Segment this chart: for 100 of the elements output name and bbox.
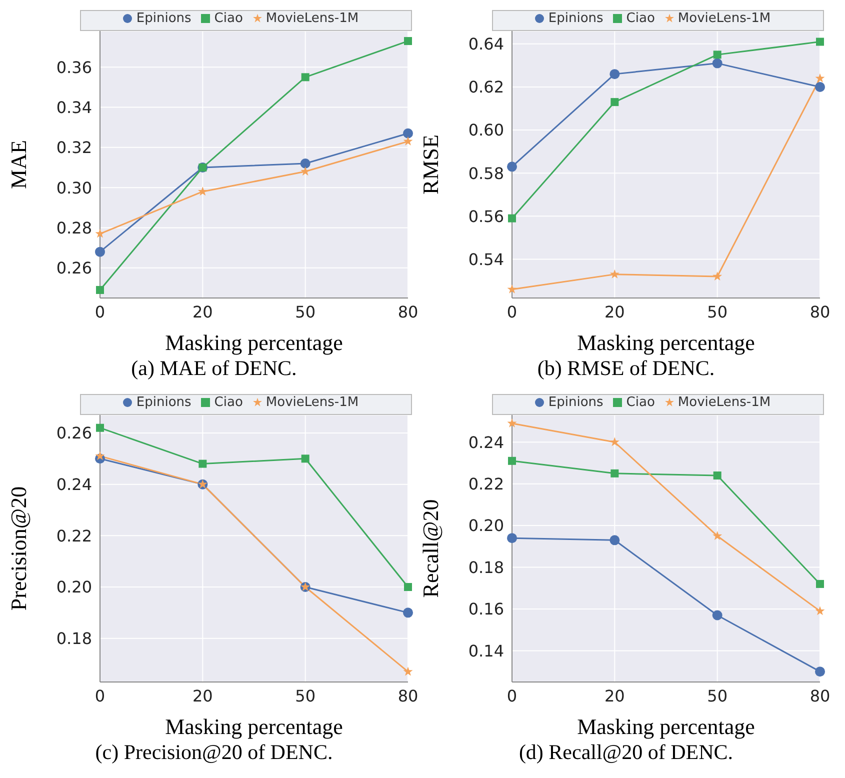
point (712, 610, 722, 620)
text: (b) RMSE of DENC. (536, 356, 716, 381)
y-tick-label: 0.30 (56, 178, 92, 198)
x-tick-label: 80 (810, 686, 830, 706)
y-tick-label: 0.14 (468, 641, 504, 660)
y-axis-title: Recall@20 (418, 499, 443, 598)
y-tick-label: 0.32 (56, 138, 92, 158)
y-tick-label: 0.62 (468, 78, 504, 97)
point (508, 456, 516, 465)
y-tick-label: 0.34 (56, 98, 92, 117)
legend-label: Epinions (548, 395, 604, 410)
legend-label: MovieLens-1M (266, 395, 359, 410)
x-axis-title: Masking percentage (165, 330, 343, 355)
point (403, 128, 413, 138)
x-tick-label: 0 (506, 686, 518, 706)
y-tick-label: 0.64 (468, 34, 504, 54)
point (610, 535, 620, 546)
y-tick-label: 0.26 (56, 424, 92, 443)
point (96, 286, 104, 294)
text: (a) MAE of DENC. (130, 356, 298, 381)
x-tick-label: 50 (707, 686, 728, 706)
y-tick-label: 0.28 (56, 218, 92, 238)
y-tick-label: 0.22 (56, 526, 92, 546)
y-tick-label: 0.56 (468, 206, 504, 226)
y-axis-title: MAE (6, 140, 31, 189)
point (610, 69, 620, 80)
text: (c) Precision@20 of DENC. (94, 740, 334, 765)
x-tick-label: 0 (94, 686, 106, 706)
point (815, 606, 825, 616)
y-tick-label: 0.16 (468, 600, 504, 619)
text: (d) Recall@20 of DENC. (518, 740, 734, 765)
y-axis-title: Precision@20 (6, 486, 31, 611)
x-tick-label: 0 (94, 302, 106, 322)
x-tick-label: 20 (604, 302, 625, 322)
y-tick-label: 0.18 (56, 629, 92, 648)
legend-label: Epinions (136, 395, 192, 410)
x-axis-title: Masking percentage (577, 714, 755, 739)
point (300, 158, 310, 168)
legend-label: MovieLens-1M (678, 395, 771, 410)
y-tick-label: 0.60 (468, 120, 504, 140)
y-tick-label: 0.36 (56, 58, 92, 77)
legend-label: Epinions (136, 11, 192, 26)
point (507, 533, 517, 544)
x-tick-label: 20 (192, 302, 213, 322)
point (712, 271, 722, 281)
point (95, 228, 105, 238)
point (301, 454, 310, 463)
point (816, 580, 824, 588)
point (507, 162, 517, 172)
point (507, 418, 517, 428)
legend-label: MovieLens-1M (266, 11, 359, 26)
point (713, 471, 722, 480)
legend-label: Ciao (214, 395, 243, 410)
point (96, 424, 104, 432)
x-tick-label: 50 (295, 302, 316, 322)
x-tick-label: 50 (295, 686, 316, 706)
y-tick-label: 0.22 (468, 474, 504, 494)
point (712, 58, 722, 68)
point (815, 73, 825, 82)
point (815, 82, 825, 92)
x-tick-label: 0 (506, 302, 518, 322)
point (198, 186, 208, 196)
x-axis-title: Masking percentage (577, 330, 755, 355)
point (610, 437, 620, 446)
x-axis-title: Masking percentage (165, 714, 343, 739)
point (610, 98, 619, 106)
y-axis-title: RMSE (418, 134, 443, 194)
point (404, 583, 412, 592)
point (95, 246, 105, 257)
point (403, 608, 413, 618)
point (403, 666, 413, 676)
y-tick-label: 0.26 (56, 258, 92, 278)
x-tick-label: 50 (707, 302, 728, 322)
point (507, 284, 517, 294)
legend-label: MovieLens-1M (678, 11, 771, 26)
y-tick-label: 0.58 (468, 164, 504, 183)
legend-label: Epinions (548, 11, 604, 26)
y-tick-label: 0.54 (468, 250, 504, 269)
point (403, 136, 413, 146)
point (610, 269, 620, 278)
x-tick-label: 20 (604, 686, 625, 706)
point (610, 469, 619, 478)
y-tick-label: 0.24 (468, 432, 504, 452)
point (95, 451, 105, 460)
point (300, 166, 310, 176)
y-tick-label: 0.24 (56, 474, 92, 494)
point (508, 214, 516, 222)
point (712, 530, 722, 540)
legend-label: Ciao (626, 395, 655, 410)
x-tick-label: 20 (192, 686, 213, 706)
y-tick-label: 0.20 (56, 578, 92, 597)
x-tick-label: 80 (398, 686, 418, 706)
point (816, 38, 824, 46)
point (404, 37, 412, 46)
point (815, 666, 825, 677)
y-tick-label: 0.20 (468, 516, 504, 536)
point (198, 460, 207, 468)
point (301, 73, 310, 82)
legend-label: Ciao (214, 11, 243, 26)
legend-label: Ciao (626, 11, 655, 26)
